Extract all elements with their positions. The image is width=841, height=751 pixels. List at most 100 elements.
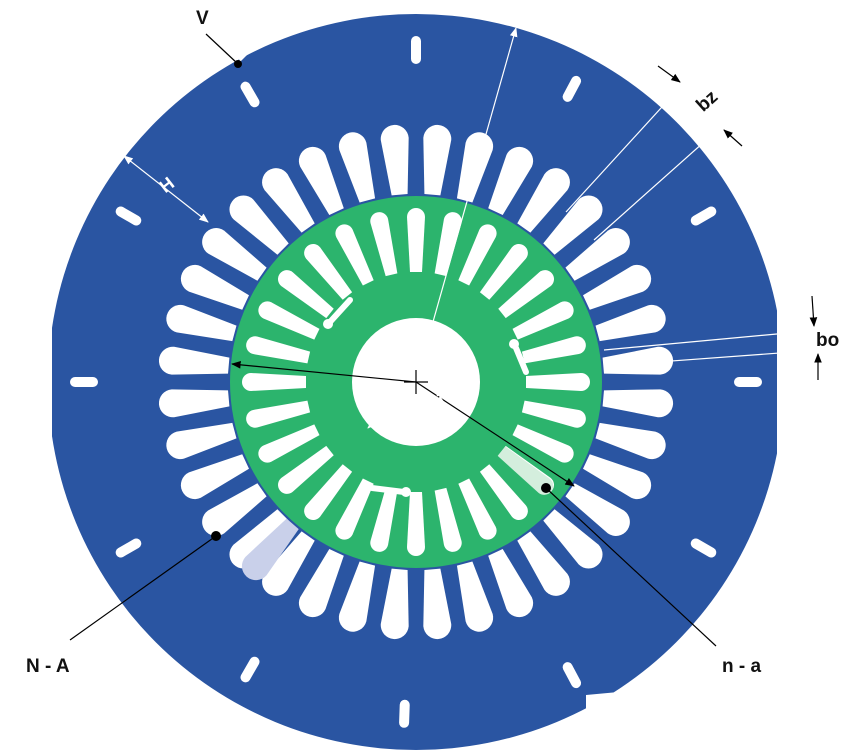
stator-slot [583, 454, 652, 500]
rotor-hook-2-dot [509, 339, 519, 349]
stator-slot [158, 389, 230, 418]
rotor-slot [278, 270, 334, 319]
rotor-slot [512, 424, 574, 463]
rotor-slots [242, 208, 590, 556]
label-bz: bz [692, 86, 722, 116]
rotor-slot [304, 244, 353, 300]
yoke-slot [690, 206, 717, 226]
rotor-hook-2 [513, 345, 529, 375]
rotor-slot [498, 270, 554, 319]
yoke-slot [115, 538, 142, 558]
highlighted-stator-slot-shape [241, 518, 299, 581]
highlighted-rotor-slot [497, 446, 554, 495]
dim-rotor-di-line [367, 381, 417, 429]
stator-slot [262, 168, 315, 233]
dim-bo-line-2 [603, 349, 821, 367]
stator-slots [158, 124, 674, 640]
stator-slot [517, 168, 570, 233]
yoke-slot [240, 656, 260, 683]
rotor-slot [521, 336, 586, 364]
rotor-slot [304, 464, 353, 520]
stator-slot [298, 146, 344, 215]
stator-slot [456, 132, 494, 203]
stator-slot [595, 304, 666, 342]
yoke-slot [240, 81, 260, 108]
yoke-slot [70, 377, 98, 387]
notch-v [200, 20, 250, 62]
dim-bz-arrow-1 [657, 65, 681, 83]
stator-slot [229, 195, 289, 255]
rotor-slot [479, 464, 528, 520]
rotor-slot [258, 301, 320, 340]
rotor-hook-1 [327, 297, 353, 325]
leader-v [205, 33, 239, 65]
rotor-slot [458, 224, 497, 286]
stator-slot [202, 228, 267, 281]
bottom-step [586, 690, 640, 751]
dim-bo-arrow-1 [809, 295, 818, 327]
rotor-slot [246, 400, 311, 428]
rotor-slot [370, 212, 398, 277]
rotor-slot [258, 424, 320, 463]
dimension-lines [69, 27, 822, 647]
leader-rotor-n-a-dot [541, 483, 551, 493]
stator-slot [423, 124, 452, 196]
leader-v-dot [234, 60, 242, 68]
leader-rotor-n-a [545, 487, 717, 647]
rotor-slot [335, 224, 374, 286]
stator-slot [180, 454, 249, 500]
dim-bz-arrow-2 [723, 129, 743, 147]
yoke-slot [562, 662, 582, 689]
label-n-a-lower: n - a [722, 656, 761, 677]
leader-n-a [69, 535, 217, 641]
dim-bz-line-2 [593, 125, 723, 241]
highlighted-rotor-slot-shape [497, 446, 554, 495]
stator-slot [595, 422, 666, 460]
rotor-slot [242, 373, 306, 391]
dim-bo-line-1 [603, 329, 821, 351]
stator-slot [423, 568, 452, 640]
highlighted-stator-slot [241, 518, 299, 581]
yoke-slot [734, 377, 762, 387]
rotor-hook-3-dot [401, 487, 411, 497]
rotor-slot [407, 492, 425, 556]
label-notch-v: V [196, 8, 209, 29]
stator-slot [517, 531, 570, 596]
rotor-hook-3 [369, 485, 407, 495]
stator-slot [583, 264, 652, 310]
stator-slot [456, 561, 494, 632]
stator-slot [338, 561, 376, 632]
rotor-slot [434, 212, 462, 277]
stator-slot [543, 195, 603, 255]
leader-n-a-dot [211, 531, 221, 541]
rotor-slot [335, 478, 374, 540]
stator-slot [380, 124, 409, 196]
stator-slot [380, 568, 409, 640]
stator-slot [166, 422, 237, 460]
yoke-slot [690, 538, 717, 558]
label-da-rotor: da [364, 360, 386, 380]
label-bo: bo [816, 330, 839, 351]
dim-bz-line-1 [565, 95, 673, 213]
yoke-slot [399, 699, 410, 728]
label-n-a-upper: N - A [26, 656, 70, 677]
stator-slot [602, 389, 674, 418]
stator-slot [166, 304, 237, 342]
stator-slot [565, 228, 630, 281]
label-di-rotor: di [370, 393, 395, 415]
stator-slot [565, 483, 630, 536]
rotor-slot [458, 478, 497, 540]
dim-h-line [123, 155, 209, 223]
rotor-slot [512, 301, 574, 340]
stator-slot [158, 346, 230, 375]
stator-slot [338, 132, 376, 203]
stator-slot [262, 531, 315, 596]
dim-rotor-da-line [231, 361, 417, 383]
rotor-slot [526, 373, 590, 391]
stator-slot [229, 509, 289, 569]
yoke-slot [562, 75, 582, 102]
rotor-slot [434, 487, 462, 552]
stator-slot [202, 483, 267, 536]
rotor-hook-1-dot [323, 319, 333, 329]
